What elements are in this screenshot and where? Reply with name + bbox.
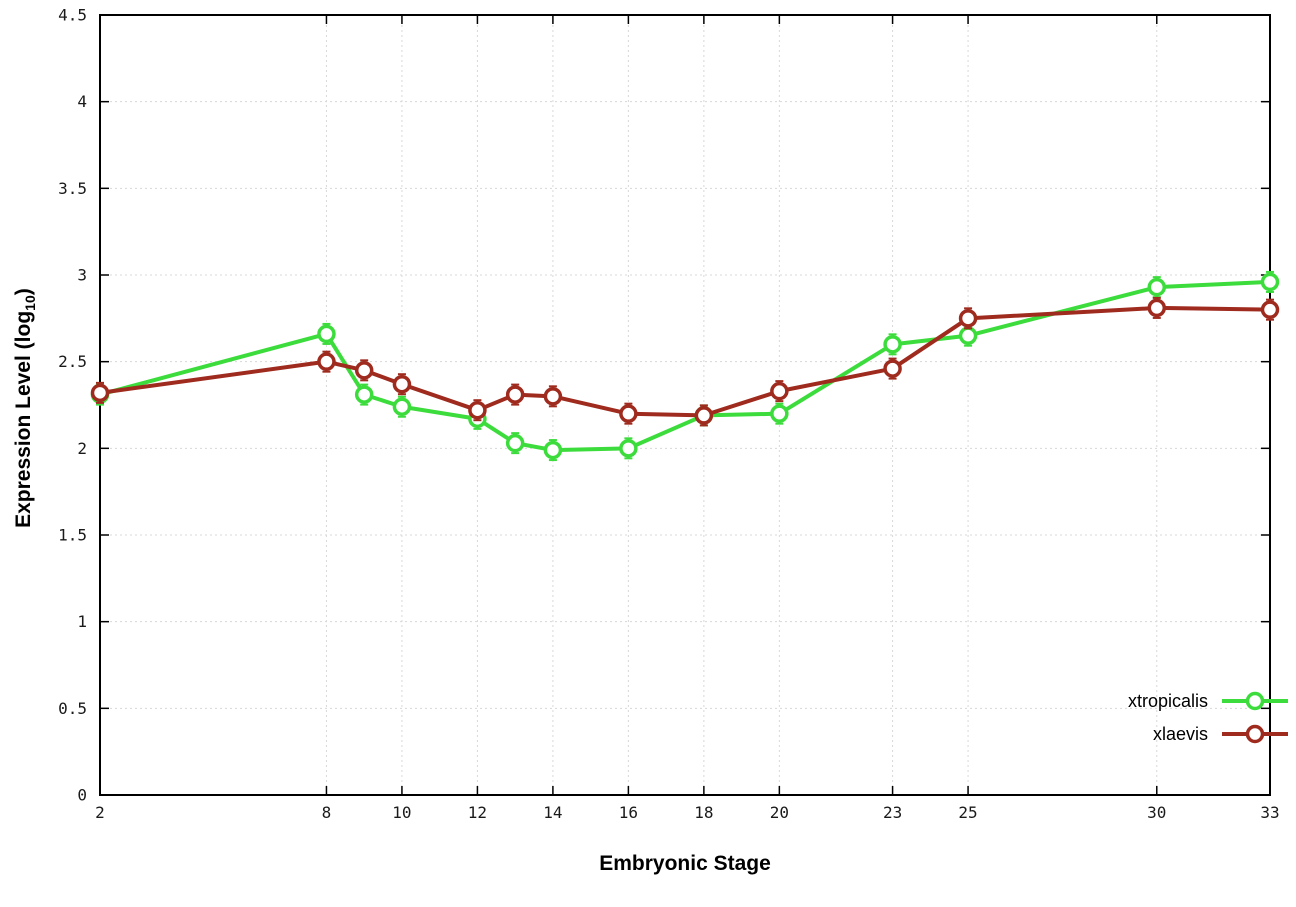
legend-marker [1245,691,1265,711]
data-point-marker [1260,272,1280,292]
data-point-marker [1260,300,1280,319]
x-tick-label: 20 [770,803,789,822]
legend-label-xtropicalis: xtropicalis [1128,691,1208,711]
data-point-marker [1147,277,1167,297]
legend: xtropicalis xlaevis [1128,691,1288,744]
y-tick-label: 3.5 [58,179,87,198]
data-point-marker [468,400,487,420]
x-tick-label: 8 [322,803,332,822]
data-point-marker [883,335,902,354]
x-axis-label: Embryonic Stage [599,852,771,875]
y-tick-label: 4 [77,92,87,111]
x-tick-label: 10 [392,803,411,822]
series-line [98,279,1272,453]
y-tick-labels: 0 0.5 1 1.5 2 2.5 3 3.5 4 4.5 [58,6,87,805]
y-tick-label: 1.5 [58,526,87,545]
y-tick-label: 0 [77,786,87,805]
x-tick-label: 18 [694,803,713,822]
data-point-marker [90,383,110,403]
data-point-marker [694,406,714,425]
x-tick-labels: 2 8 10 12 14 16 18 20 23 25 30 33 [95,803,1279,822]
data-point-marker [619,439,638,458]
data-point-marker [392,397,412,416]
x-tick-label: 2 [95,803,105,822]
series-xlaevis [90,296,1280,427]
data-point-marker [958,309,978,328]
x-tick-label: 30 [1147,803,1166,822]
legend-marker [1245,724,1265,744]
legend-label-xlaevis: xlaevis [1153,724,1208,744]
data-point-marker [392,374,412,394]
data-point-marker [317,352,336,371]
series-xtropicalis [90,270,1280,462]
data-point-marker [619,404,638,423]
tick-marks [99,14,1271,796]
y-axis-label-text: Expression Level (log [11,310,35,528]
y-tick-label: 3 [77,266,87,285]
x-tick-label: 12 [468,803,487,822]
y-tick-label: 0.5 [58,699,87,718]
data-point-marker [883,359,902,378]
data-point-marker [505,433,525,453]
y-tick-label: 4.5 [58,6,87,25]
data-point-marker [317,324,336,344]
plot-border [99,14,1271,796]
data-point-marker [1147,298,1167,318]
x-tick-label: 23 [883,803,902,822]
data-point-marker [505,385,525,404]
y-axis-label: Expression Level (log10) [12,208,38,608]
data-point-marker [958,326,978,345]
data-point-marker [543,440,563,460]
x-tick-label: 33 [1260,803,1279,822]
data-point-marker [770,381,789,401]
y-tick-label: 1 [77,612,87,631]
data-point-marker [770,404,789,423]
y-tick-label: 2 [77,439,87,458]
data-point-marker [354,385,374,404]
y-axis-label-close: ) [11,288,35,296]
x-tick-label: 16 [619,803,638,822]
data-point-marker [354,361,374,380]
y-tick-label: 2.5 [58,352,87,371]
data-point-marker [543,387,563,406]
x-tick-label: 14 [543,803,562,822]
y-axis-label-subscript: 10 [22,295,39,311]
x-tick-label: 25 [958,803,977,822]
grid-lines [99,14,1271,796]
